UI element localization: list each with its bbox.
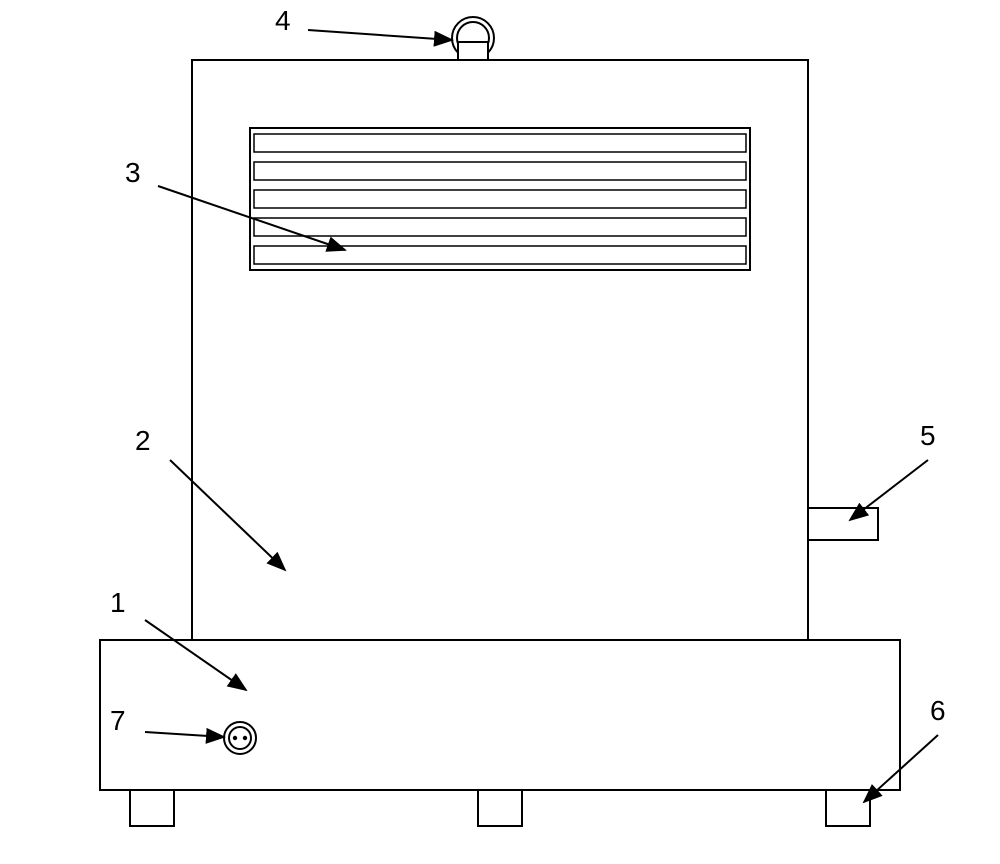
outlet-pin (233, 736, 237, 740)
callout-label-6: 6 (930, 695, 946, 726)
callout-label-2: 2 (135, 425, 151, 456)
foot (130, 790, 174, 826)
foot (478, 790, 522, 826)
ring-mount-boss (458, 42, 488, 60)
side-port (808, 508, 878, 540)
callout-label-1: 1 (110, 587, 126, 618)
callout-label-4: 4 (275, 5, 291, 36)
callout-leader-5 (850, 460, 928, 520)
callout-label-7: 7 (110, 705, 126, 736)
base (100, 640, 900, 790)
foot (826, 790, 870, 826)
outlet-pin (243, 736, 247, 740)
callout-leader-4 (308, 30, 452, 40)
callout-label-5: 5 (920, 420, 936, 451)
technical-diagram-svg: 1 2 3 4 5 6 7 (0, 0, 1000, 864)
callout-label-3: 3 (125, 157, 141, 188)
main-body (192, 60, 808, 640)
